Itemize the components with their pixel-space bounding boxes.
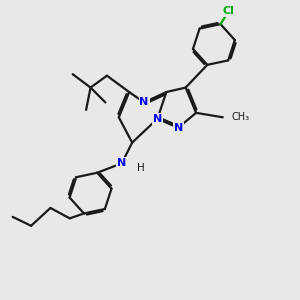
Text: H: H xyxy=(136,164,144,173)
Text: N: N xyxy=(117,158,126,168)
Text: N: N xyxy=(140,98,149,107)
Text: CH₃: CH₃ xyxy=(232,112,250,122)
Text: N: N xyxy=(153,114,162,124)
Text: Cl: Cl xyxy=(223,6,235,16)
Text: N: N xyxy=(174,123,183,133)
